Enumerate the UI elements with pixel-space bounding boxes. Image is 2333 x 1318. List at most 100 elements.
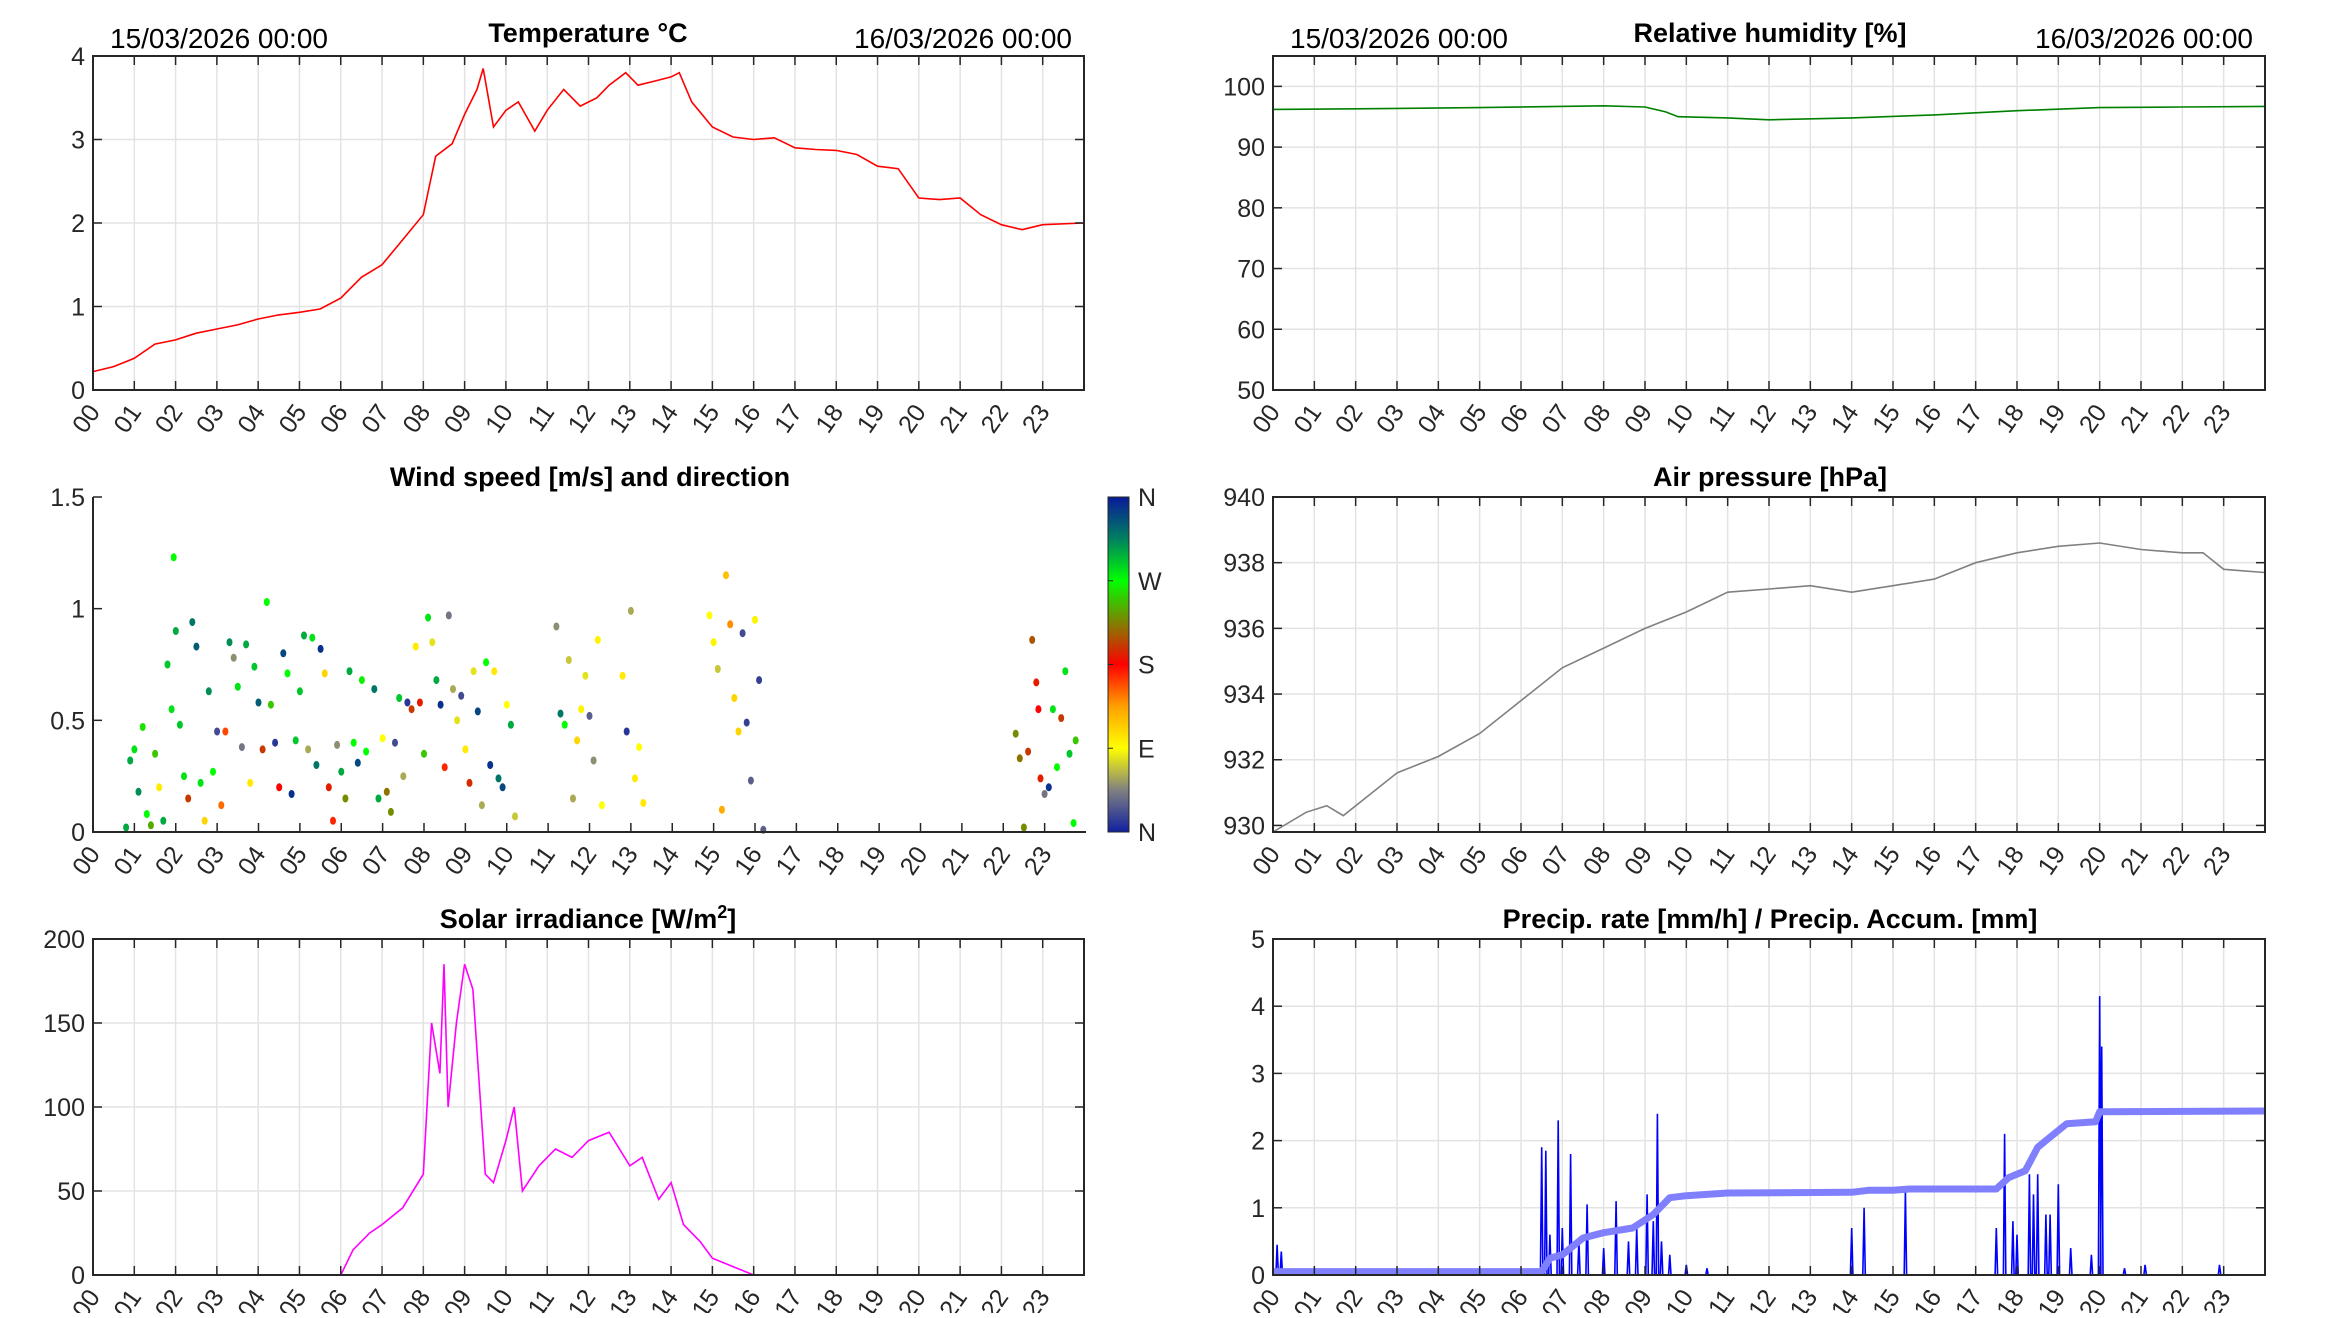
wind-point — [710, 638, 717, 647]
x-tick-label: 19 — [2032, 399, 2071, 438]
x-tick-label: 08 — [397, 1284, 436, 1313]
y-tick-label: 70 — [1237, 256, 1265, 284]
x-tick-label: 08 — [398, 841, 437, 880]
precip-rate-line — [1273, 996, 2265, 1276]
x-tick-label: 12 — [563, 1284, 602, 1313]
wind-point — [185, 794, 192, 803]
wind-point — [251, 662, 258, 671]
x-tick-label: 07 — [1536, 1284, 1575, 1313]
humidity-title: Relative humidity [%] — [1633, 18, 1906, 48]
wind-point — [433, 676, 440, 685]
x-tick-label: 17 — [1950, 841, 1989, 880]
wind-chart: 00 01 02 03 04 05 06 07 08 09 10 11 12 13 14 15 16 17 18 19… — [50, 484, 1086, 880]
wind-point — [325, 783, 332, 792]
y-tick-label: 0 — [71, 377, 85, 405]
y-tick-label: 1.5 — [50, 484, 85, 512]
x-tick-label: 22 — [2156, 399, 2195, 438]
wind-point — [160, 816, 167, 825]
temperature-chart: 00 01 02 03 04 05 06 07 08 09 10 11 12 13 14 15 16 17 18 19… — [67, 43, 1085, 438]
y-tick-label: 3 — [1251, 1060, 1265, 1088]
wind-point — [416, 698, 423, 707]
y-tick-label: 60 — [1237, 316, 1265, 344]
pressure-chart: 00 01 02 03 04 05 06 07 08 09 10 11 12 13 14 15 16 17 18 19… — [1223, 484, 2266, 880]
wind-point — [263, 598, 270, 606]
wind-point — [425, 613, 432, 622]
x-tick-label: 10 — [1660, 1284, 1699, 1313]
x-tick-label: 02 — [150, 841, 189, 880]
y-tick-label: 1 — [71, 596, 85, 624]
x-tick-label: 07 — [356, 399, 395, 438]
colorbar-label-s: S — [1138, 652, 1155, 680]
wind-point — [445, 611, 452, 620]
x-tick-label: 07 — [356, 1284, 395, 1313]
wind-point — [507, 720, 514, 729]
x-tick-label: 16 — [1908, 1284, 1947, 1313]
wind-point — [723, 571, 729, 580]
wind-point — [714, 665, 721, 673]
wind-point — [1062, 667, 1069, 676]
wind-point — [127, 756, 134, 765]
y-tick-label: 5 — [1251, 926, 1265, 954]
x-tick-label: 23 — [1017, 399, 1056, 438]
x-tick-label: 17 — [770, 841, 809, 880]
end-date-label-right: 16/03/2026 00:00 — [2035, 23, 2253, 54]
wind-point — [143, 810, 150, 819]
wind-point — [474, 707, 481, 716]
wind-point — [181, 772, 187, 781]
wind-point — [334, 740, 341, 749]
wind-point — [752, 615, 758, 624]
wind-point — [226, 638, 233, 647]
wind-point — [598, 801, 605, 810]
x-tick-label: 21 — [2115, 399, 2154, 438]
x-tick-label: 04 — [1412, 1284, 1451, 1313]
wind-point — [1016, 754, 1023, 763]
wind-point — [350, 738, 357, 747]
x-tick-label: 03 — [1371, 841, 1410, 880]
wind-point — [1049, 705, 1056, 714]
wind-point — [301, 631, 307, 640]
x-tick-label: 09 — [1619, 1284, 1658, 1313]
wind-point — [640, 799, 647, 807]
x-tick-label: 15 — [1867, 399, 1906, 438]
y-tick-label: 90 — [1237, 134, 1265, 162]
x-tick-label: 16 — [1908, 399, 1947, 438]
x-tick-label: 18 — [1991, 1284, 2030, 1313]
x-tick-label: 00 — [67, 399, 106, 438]
x-tick-label: 23 — [2198, 1284, 2237, 1313]
x-tick-label: 14 — [1826, 841, 1865, 880]
x-tick-label: 11 — [1703, 399, 1741, 436]
wind-point — [561, 720, 568, 729]
x-tick-label: 05 — [1454, 841, 1493, 880]
wind-point — [1025, 747, 1032, 756]
wind-point — [582, 671, 589, 680]
wind-point — [565, 656, 572, 664]
x-tick-label: 06 — [1495, 841, 1534, 880]
wind-point — [247, 778, 254, 787]
wind-point — [735, 727, 742, 736]
wind-point — [197, 778, 204, 787]
wind-point — [139, 723, 146, 731]
precip-title: Precip. rate [mm/h] / Precip. Accum. [mm… — [1503, 904, 2038, 934]
x-tick-label: 08 — [1578, 399, 1617, 438]
x-tick-label: 06 — [315, 399, 354, 438]
precip-chart: 00 01 02 03 04 05 06 07 08 09 10 11 12 13 14 15 16 17 18 19… — [1247, 926, 2266, 1318]
x-tick-label: 20 — [2074, 841, 2113, 880]
wind-point — [454, 716, 461, 725]
x-tick-label: 18 — [810, 1284, 849, 1313]
wind-point — [1045, 783, 1052, 792]
x-tick-label: 22 — [2156, 1284, 2195, 1313]
x-tick-label: 05 — [273, 1284, 312, 1313]
x-tick-label: 20 — [895, 841, 934, 880]
wind-point — [437, 700, 444, 709]
x-tick-label: 16 — [729, 841, 768, 880]
y-tick-label: 0 — [71, 1262, 85, 1290]
wind-point — [1012, 729, 1019, 738]
y-tick-label: 2 — [1251, 1128, 1265, 1156]
wind-point — [317, 644, 324, 653]
x-tick-label: 09 — [1619, 841, 1658, 880]
x-tick-label: 10 — [481, 841, 520, 880]
start-date-label-right: 15/03/2026 00:00 — [1290, 23, 1508, 54]
x-tick-label: 21 — [2115, 1284, 2154, 1313]
y-tick-label: 4 — [71, 43, 85, 71]
wind-point — [400, 772, 407, 781]
